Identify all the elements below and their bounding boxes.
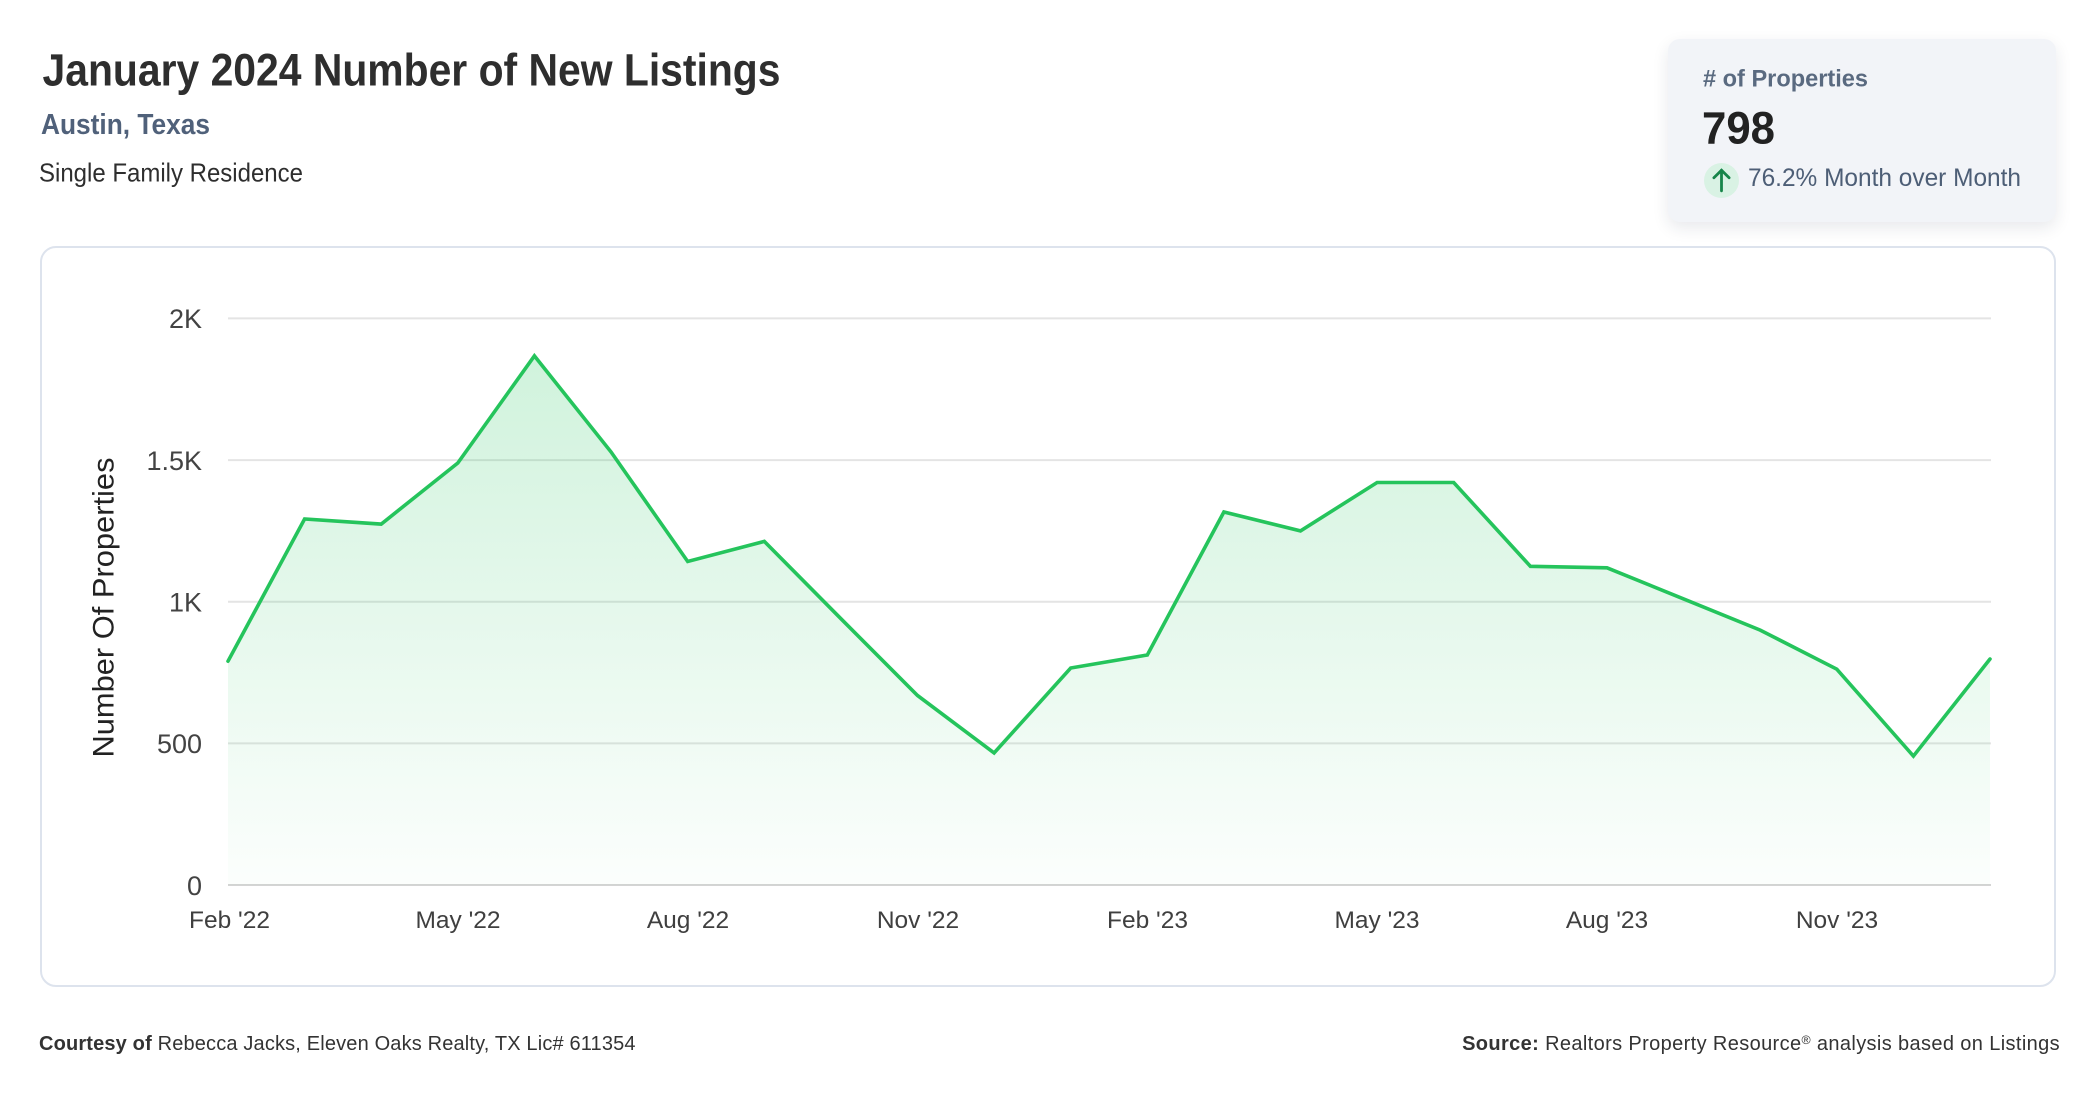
svg-text:Austin, Texas: Austin, Texas (41, 109, 210, 141)
svg-text:May '23: May '23 (1334, 907, 1419, 934)
svg-text:May '22: May '22 (415, 907, 500, 934)
svg-text:Nov '22: Nov '22 (877, 907, 959, 934)
svg-text:Source: Realtors Property Reso: Source: Realtors Property Resource® anal… (1462, 1033, 2060, 1055)
svg-text:1.5K: 1.5K (146, 446, 202, 476)
svg-text:76.2% Month over Month: 76.2% Month over Month (1748, 164, 2021, 192)
svg-text:Number Of Properties: Number Of Properties (88, 458, 121, 758)
svg-text:0: 0 (187, 871, 202, 901)
svg-text:Single Family Residence: Single Family Residence (39, 158, 303, 188)
svg-text:Aug '22: Aug '22 (647, 907, 729, 934)
svg-text:Courtesy of Rebecca Jacks, Ele: Courtesy of Rebecca Jacks, Eleven Oaks R… (39, 1033, 636, 1055)
svg-text:# of Properties: # of Properties (1703, 66, 1868, 93)
svg-text:Aug '23: Aug '23 (1566, 907, 1648, 934)
svg-text:2K: 2K (169, 304, 202, 334)
svg-text:Feb '22: Feb '22 (189, 907, 270, 934)
svg-text:500: 500 (157, 729, 202, 759)
svg-text:January 2024 Number of New Lis: January 2024 Number of New Listings (43, 44, 781, 95)
svg-text:Nov '23: Nov '23 (1796, 907, 1878, 934)
svg-text:Feb '23: Feb '23 (1107, 907, 1188, 934)
svg-text:1K: 1K (169, 588, 202, 618)
svg-text:798: 798 (1702, 103, 1775, 154)
